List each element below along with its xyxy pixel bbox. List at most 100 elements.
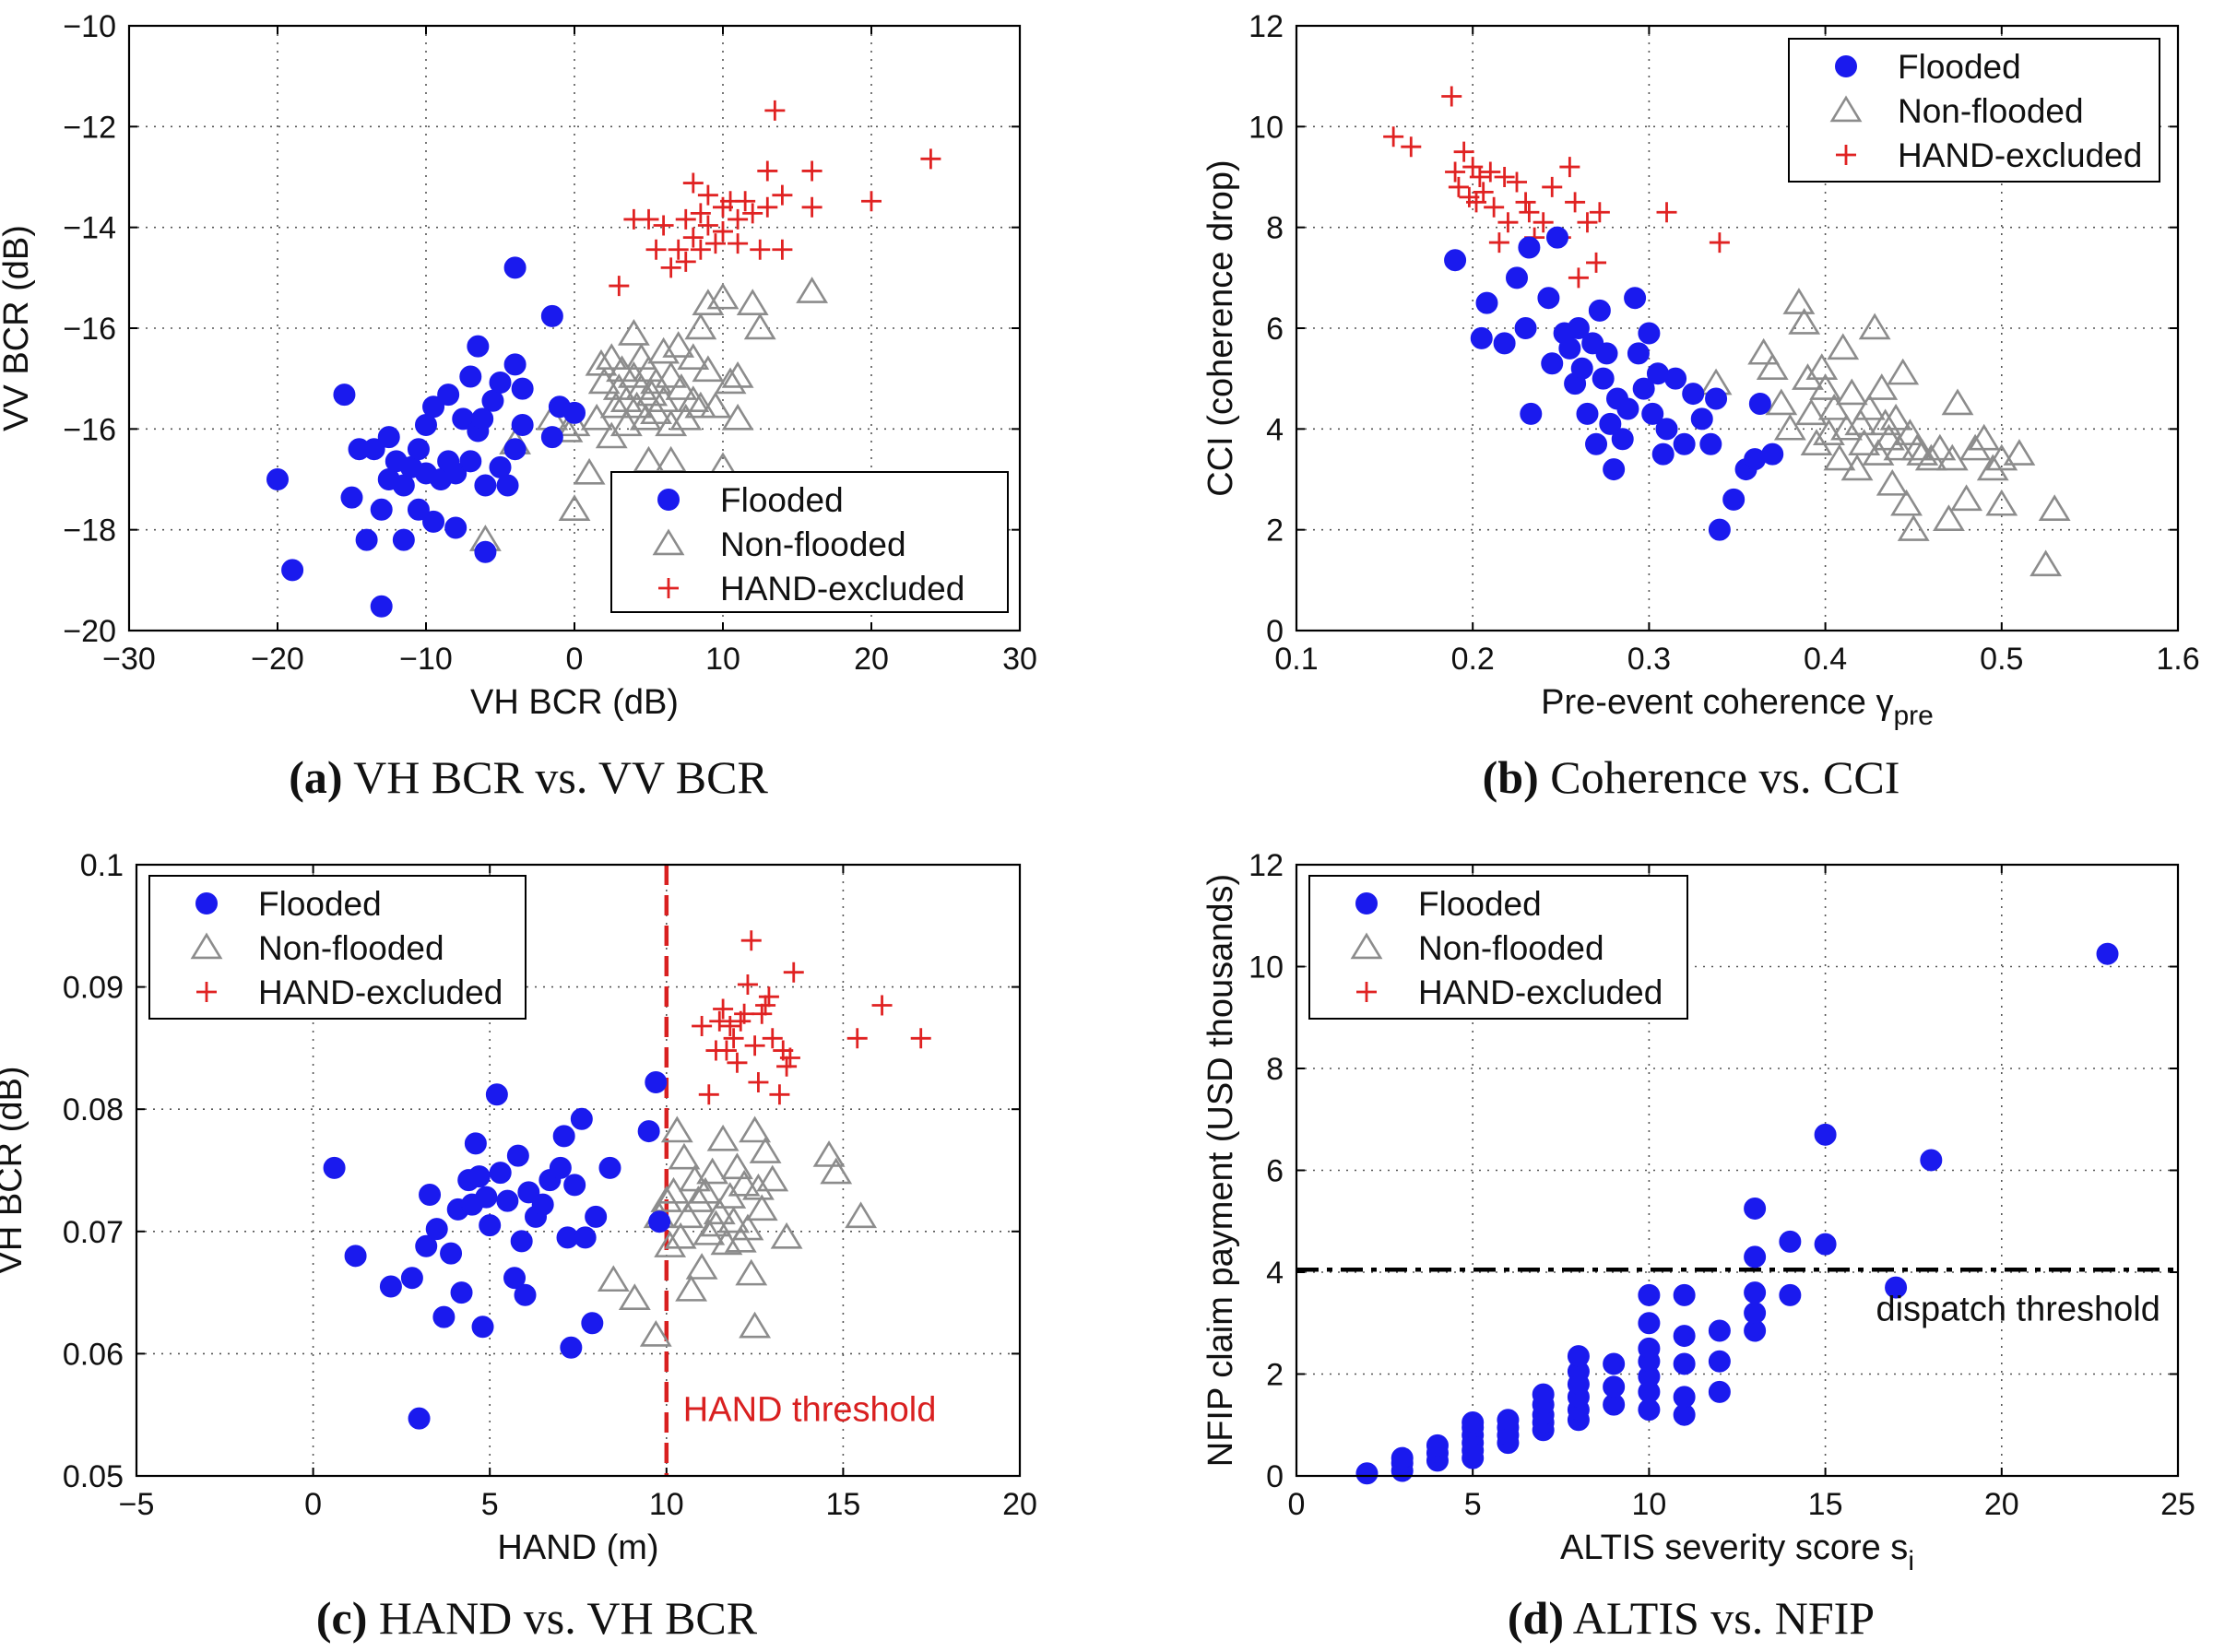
data-point-hand-excluded <box>737 974 758 995</box>
x-tick-label: 0.4 <box>1804 642 1847 677</box>
data-point-non-flooded <box>558 494 591 522</box>
x-tick-label: 10 <box>705 642 740 677</box>
data-point-hand-excluded <box>748 1072 769 1093</box>
y-tick-label: 0 <box>1266 614 1284 649</box>
data-point-flooded <box>1537 287 1560 310</box>
data-point-flooded <box>1641 402 1664 425</box>
x-tick-label: 0 <box>304 1487 322 1522</box>
plot-frame <box>127 24 1022 632</box>
data-point-flooded <box>1588 299 1611 322</box>
data-point-flooded <box>540 304 563 327</box>
data-point-hand-excluded <box>1515 192 1536 213</box>
data-point-non-flooded <box>655 360 688 388</box>
panel-caption: (d) ALTIS vs. NFIP <box>1508 1592 1875 1644</box>
data-point-non-flooded <box>1890 489 1923 516</box>
y-tick-label: −18 <box>63 513 116 549</box>
data-point-non-flooded <box>1862 439 1895 466</box>
data-point-flooded <box>281 559 304 582</box>
data-point-hand-excluded <box>1497 212 1519 233</box>
data-point-flooded <box>1603 1352 1626 1375</box>
y-axis-label: CCI (coherence drop) <box>1201 159 1240 496</box>
y-tick-label: −12 <box>63 110 116 145</box>
data-point-flooded <box>392 528 415 551</box>
data-point-non-flooded <box>1805 353 1839 380</box>
data-point-flooded <box>415 1234 438 1257</box>
data-point-non-flooded <box>1959 433 1992 461</box>
x-tick-label: 5 <box>1464 1487 1482 1522</box>
data-point-flooded <box>467 335 490 358</box>
data-point-flooded <box>574 1226 597 1249</box>
data-point-flooded <box>195 892 218 914</box>
data-point-non-flooded <box>677 385 710 412</box>
data-point-non-flooded <box>677 343 710 371</box>
data-point-non-flooded <box>1830 413 1863 441</box>
data-point-hand-excluded <box>776 1056 798 1077</box>
x-tick-label: −30 <box>102 642 156 677</box>
y-tick-label: 4 <box>1266 1256 1284 1291</box>
data-point-flooded <box>563 401 586 424</box>
data-point-hand-excluded <box>645 239 667 260</box>
x-tick-label: 10 <box>649 1487 684 1522</box>
data-point-hand-excluded <box>668 239 689 260</box>
legend-label-flooded: Flooded <box>1898 48 2021 86</box>
data-point-hand-excluded <box>690 203 711 224</box>
x-axis-label-subscript: pre <box>1893 701 1933 731</box>
data-point-non-flooded <box>671 1201 704 1229</box>
data-point-non-flooded <box>1823 443 1856 471</box>
legend: Flooded Non-flooded HAND-excluded <box>610 471 1009 613</box>
x-tick-label: 1.6 <box>2156 642 2199 677</box>
data-point-non-flooded <box>689 1176 722 1204</box>
data-point-flooded <box>1545 226 1568 249</box>
data-point-flooded <box>506 1144 529 1167</box>
y-tick-label: 0.1 <box>80 848 124 883</box>
data-point-non-flooded <box>650 1186 683 1212</box>
legend-label-non-flooded: Non-flooded <box>720 525 906 563</box>
x-axis-label-text: ALTIS severity score s <box>1560 1528 1908 1567</box>
data-point-hand-excluded <box>675 251 696 272</box>
y-tick-label: 0.08 <box>63 1092 124 1127</box>
y-tick-label: 12 <box>1249 848 1284 883</box>
data-point-non-flooded <box>685 1253 718 1280</box>
data-point-hand-excluded <box>1565 192 1586 213</box>
data-point-hand-excluded <box>609 276 630 297</box>
data-point-hand-excluded <box>682 227 704 248</box>
data-point-flooded <box>1682 383 1705 406</box>
data-point-non-flooded <box>749 1137 782 1163</box>
data-point-hand-excluded <box>1441 86 1462 107</box>
data-point-non-flooded <box>1893 419 1926 446</box>
data-point-non-flooded <box>2030 549 2063 577</box>
data-point-non-flooded <box>692 289 725 315</box>
data-point-non-flooded <box>1950 484 1982 512</box>
data-point-flooded <box>585 1205 608 1228</box>
y-tick-label: 6 <box>1266 1154 1284 1189</box>
data-point-flooded <box>459 365 482 388</box>
data-point-non-flooded <box>696 1157 729 1185</box>
data-point-flooded <box>1624 287 1647 310</box>
data-point-flooded <box>266 468 289 490</box>
x-tick-label: 20 <box>1002 1487 1037 1522</box>
data-point-flooded <box>1705 387 1728 410</box>
data-point-non-flooded <box>739 1115 772 1143</box>
data-point-flooded <box>1444 249 1467 272</box>
y-tick-label: −14 <box>63 211 116 246</box>
data-point-flooded <box>1708 1350 1731 1373</box>
data-point-flooded <box>1611 428 1634 451</box>
x-axis-label-text: HAND (m) <box>497 1528 658 1567</box>
data-point-flooded <box>362 438 385 461</box>
data-point-flooded <box>1673 1283 1696 1306</box>
data-point-flooded <box>657 489 680 511</box>
data-point-flooded <box>1426 1434 1449 1457</box>
data-point-hand-excluded <box>744 1035 765 1056</box>
data-point-flooded <box>511 413 534 436</box>
chart-panel-d: 0 5 10 15 20 25 0 2 4 6 8 10 12 dispatch threshold Flo… <box>1201 848 2195 1644</box>
legend: Flooded Non-flooded HAND-excluded <box>148 875 527 1020</box>
data-point-non-flooded <box>1747 337 1781 365</box>
data-point-non-flooded <box>2038 494 2071 522</box>
data-point-non-flooded <box>1914 443 1947 471</box>
data-point-non-flooded <box>721 403 754 431</box>
data-point-flooded <box>425 1218 448 1241</box>
y-axis-label: VH BCR (dB) <box>0 1067 30 1275</box>
data-point-hand-excluded <box>692 1016 713 1037</box>
data-point-non-flooded <box>664 1221 697 1249</box>
